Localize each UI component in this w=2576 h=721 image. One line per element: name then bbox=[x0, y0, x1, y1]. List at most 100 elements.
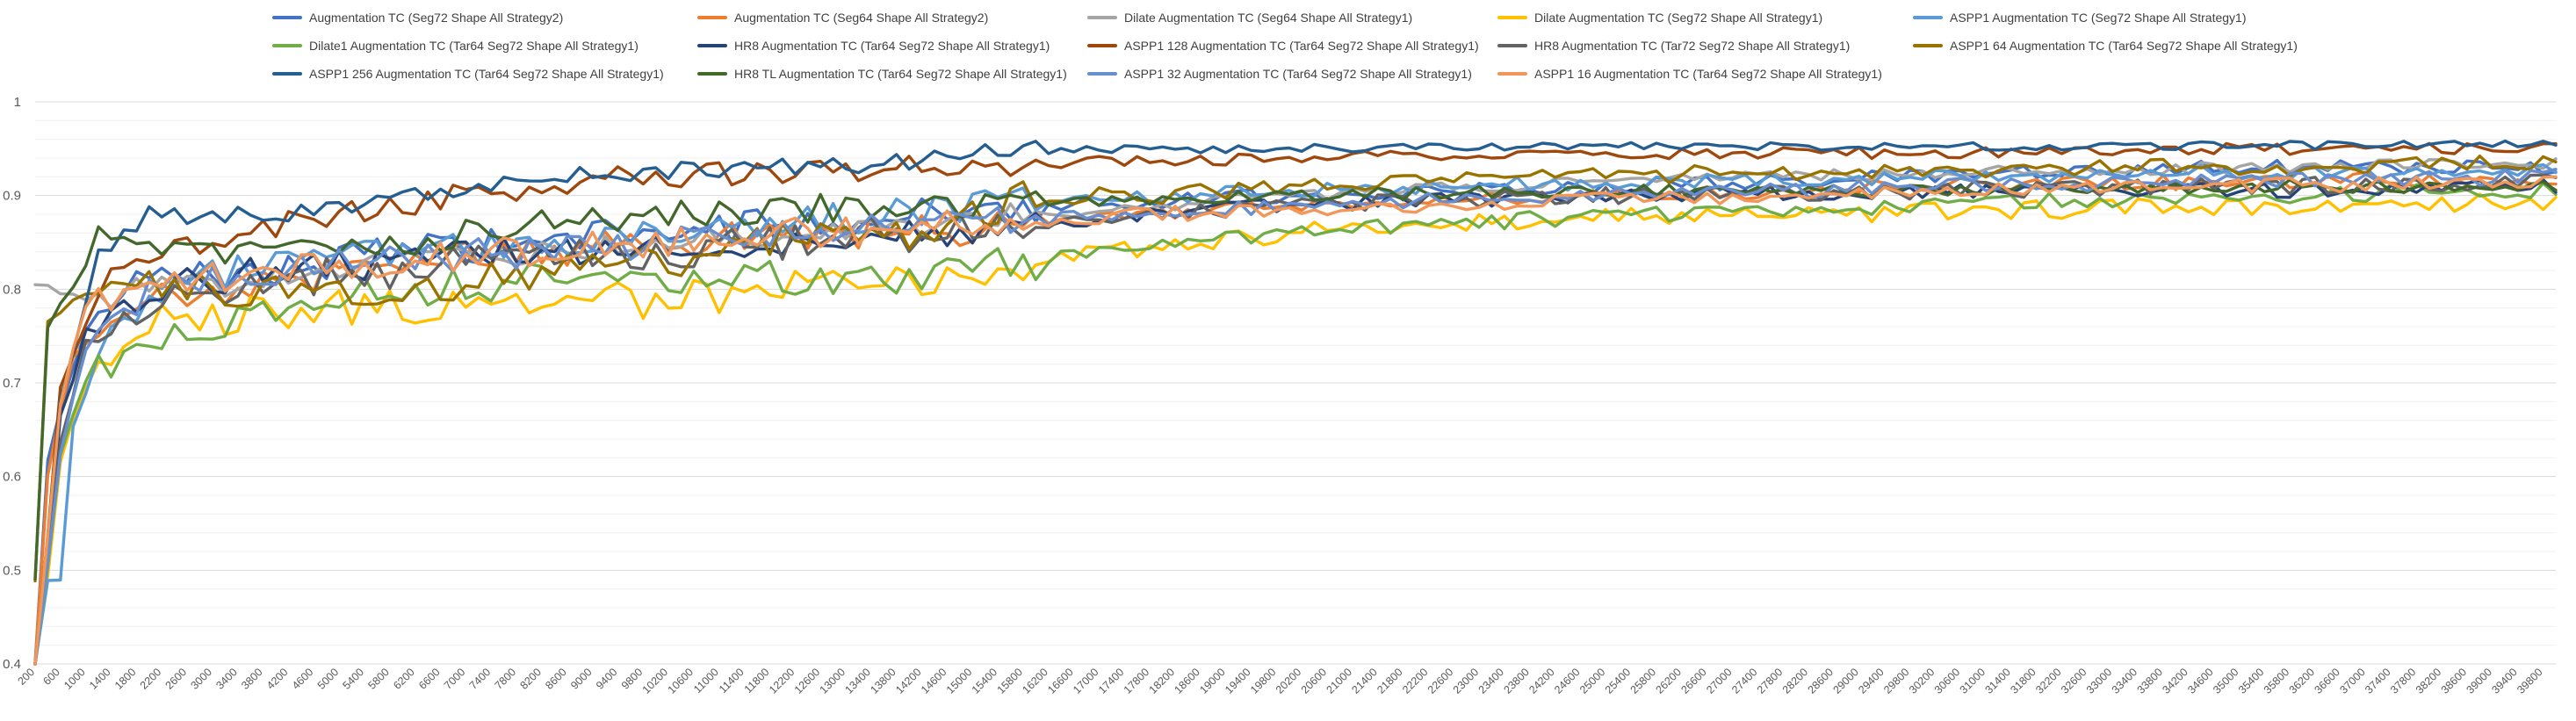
legend-label: Augmentation TC (Seg72 Shape All Strateg… bbox=[309, 11, 563, 25]
x-tick-label: 21000 bbox=[1324, 666, 1355, 696]
x-tick-label: 26200 bbox=[1654, 666, 1685, 696]
x-tick-label: 13000 bbox=[818, 666, 848, 696]
x-tick-label: 38200 bbox=[2414, 666, 2444, 696]
x-tick-label: 1400 bbox=[87, 666, 113, 692]
x-tick-label: 28200 bbox=[1780, 666, 1811, 696]
x-tick-label: 5800 bbox=[365, 666, 392, 692]
x-tick-label: 7800 bbox=[493, 666, 519, 692]
x-tick-label: 4600 bbox=[290, 666, 316, 692]
x-tick-label: 34200 bbox=[2160, 666, 2190, 696]
x-tick-label: 12600 bbox=[792, 666, 823, 696]
x-tick-label: 19000 bbox=[1197, 666, 1228, 696]
legend-label: Dilate1 Augmentation TC (Tar64 Seg72 Sha… bbox=[309, 39, 639, 53]
x-tick-label: 22600 bbox=[1425, 666, 1456, 696]
x-tick-label: 35800 bbox=[2262, 666, 2292, 696]
y-tick-label: 0.8 bbox=[3, 282, 21, 297]
legend-label: ASPP1 32 Augmentation TC (Tar64 Seg72 Sh… bbox=[1124, 67, 1472, 81]
x-tick-label: 37800 bbox=[2388, 666, 2419, 696]
x-tick-label: 35400 bbox=[2236, 666, 2267, 696]
x-tick-label: 30600 bbox=[1932, 666, 1963, 696]
x-tick-label: 19800 bbox=[1248, 666, 1279, 696]
x-tick-label: 29400 bbox=[1856, 666, 1887, 696]
x-tick-label: 30200 bbox=[1907, 666, 1937, 696]
x-tick-label: 17800 bbox=[1122, 666, 1152, 696]
x-tick-label: 31400 bbox=[1982, 666, 2013, 696]
x-tick-label: 24600 bbox=[1552, 666, 1583, 696]
x-tick-label: 3000 bbox=[188, 666, 214, 692]
x-tick-label: 11800 bbox=[742, 666, 772, 696]
x-tick-label: 3800 bbox=[239, 666, 265, 692]
x-tick-label: 20600 bbox=[1299, 666, 1330, 696]
series-line bbox=[33, 178, 2558, 581]
x-tick-label: 5400 bbox=[341, 666, 367, 692]
x-tick-label: 28600 bbox=[1806, 666, 1836, 696]
y-tick-label: 1 bbox=[14, 95, 21, 110]
x-tick-label: 2200 bbox=[138, 666, 164, 692]
x-tick-label: 1000 bbox=[61, 666, 88, 692]
x-tick-label: 33000 bbox=[2084, 666, 2115, 696]
x-tick-label: 9400 bbox=[594, 666, 620, 692]
x-tick-label: 36200 bbox=[2287, 666, 2318, 696]
legend-label: ASPP1 Augmentation TC (Seg72 Shape All S… bbox=[1950, 11, 2247, 25]
x-tick-label: 20200 bbox=[1274, 666, 1304, 696]
x-tick-label: 18600 bbox=[1172, 666, 1202, 696]
x-tick-label: 38600 bbox=[2439, 666, 2470, 696]
legend-label: ASPP1 16 Augmentation TC (Tar64 Seg72 Sh… bbox=[1534, 67, 1882, 81]
x-tick-label: 11400 bbox=[717, 666, 747, 696]
series-line bbox=[33, 141, 2558, 666]
y-tick-label: 0.7 bbox=[3, 376, 21, 391]
x-tick-label: 29800 bbox=[1881, 666, 1912, 696]
y-tick-label: 0.5 bbox=[3, 563, 21, 578]
x-tick-label: 2600 bbox=[163, 666, 190, 692]
x-tick-label: 32200 bbox=[2033, 666, 2064, 696]
x-tick-label: 17000 bbox=[1071, 666, 1101, 696]
legend-label: Dilate Augmentation TC (Seg64 Shape All … bbox=[1124, 11, 1412, 25]
x-tick-label: 16600 bbox=[1045, 666, 1076, 696]
x-tick-label: 33800 bbox=[2135, 666, 2166, 696]
x-tick-label: 4200 bbox=[264, 666, 291, 692]
x-tick-label: 15400 bbox=[970, 666, 1000, 696]
x-tick-label: 14600 bbox=[919, 666, 949, 696]
series-line bbox=[33, 139, 2558, 666]
x-tick-label: 6600 bbox=[416, 666, 443, 692]
x-tick-label: 11000 bbox=[691, 666, 721, 696]
x-tick-label: 5000 bbox=[315, 666, 342, 692]
x-tick-label: 31000 bbox=[1958, 666, 1988, 696]
x-tick-label: 26600 bbox=[1678, 666, 1709, 696]
y-tick-label: 0.9 bbox=[3, 189, 21, 204]
x-tick-label: 1800 bbox=[112, 666, 139, 692]
legend-label: HR8 Augmentation TC (Tar72 Seg72 Shape A… bbox=[1534, 39, 1850, 53]
legend: Augmentation TC (Seg72 Shape All Strateg… bbox=[272, 11, 2298, 81]
x-tick-label: 10600 bbox=[666, 666, 696, 696]
legend-label: ASPP1 64 Augmentation TC (Tar64 Seg72 Sh… bbox=[1950, 39, 2298, 53]
legend-label: ASPP1 128 Augmentation TC (Tar64 Seg72 S… bbox=[1124, 39, 1479, 53]
x-tick-label: 29000 bbox=[1830, 666, 1861, 696]
x-tick-label: 22200 bbox=[1400, 666, 1431, 696]
x-tick-label: 34600 bbox=[2185, 666, 2216, 696]
series-line bbox=[33, 192, 2558, 666]
y-tick-label: 0.4 bbox=[3, 657, 21, 672]
x-tick-label: 39400 bbox=[2489, 666, 2520, 696]
x-tick-label: 23400 bbox=[1476, 666, 1507, 696]
x-tick-label: 8200 bbox=[517, 666, 544, 692]
legend-label: ASPP1 256 Augmentation TC (Tar64 Seg72 S… bbox=[309, 67, 664, 81]
series-line bbox=[33, 154, 2558, 583]
x-tick-label: 31800 bbox=[2008, 666, 2038, 696]
x-tick-label: 25000 bbox=[1577, 666, 1608, 696]
x-tick-label: 7000 bbox=[442, 666, 468, 692]
x-tick-label: 15000 bbox=[944, 666, 975, 696]
x-tick-label: 19400 bbox=[1223, 666, 1253, 696]
legend-label: HR8 TL Augmentation TC (Tar64 Seg72 Shap… bbox=[734, 67, 1067, 81]
x-tick-label: 27400 bbox=[1729, 666, 1760, 696]
gridlines bbox=[35, 101, 2556, 665]
x-tick-label: 32600 bbox=[2059, 666, 2089, 696]
x-tick-label: 27800 bbox=[1755, 666, 1786, 696]
x-tick-label: 12200 bbox=[767, 666, 797, 696]
x-tick-label: 13400 bbox=[842, 666, 873, 696]
x-tick-label: 15800 bbox=[995, 666, 1026, 696]
legend-label: Dilate Augmentation TC (Seg72 Shape All … bbox=[1534, 11, 1822, 25]
y-tick-label: 0.6 bbox=[3, 470, 21, 485]
x-tick-label: 9000 bbox=[568, 666, 595, 692]
